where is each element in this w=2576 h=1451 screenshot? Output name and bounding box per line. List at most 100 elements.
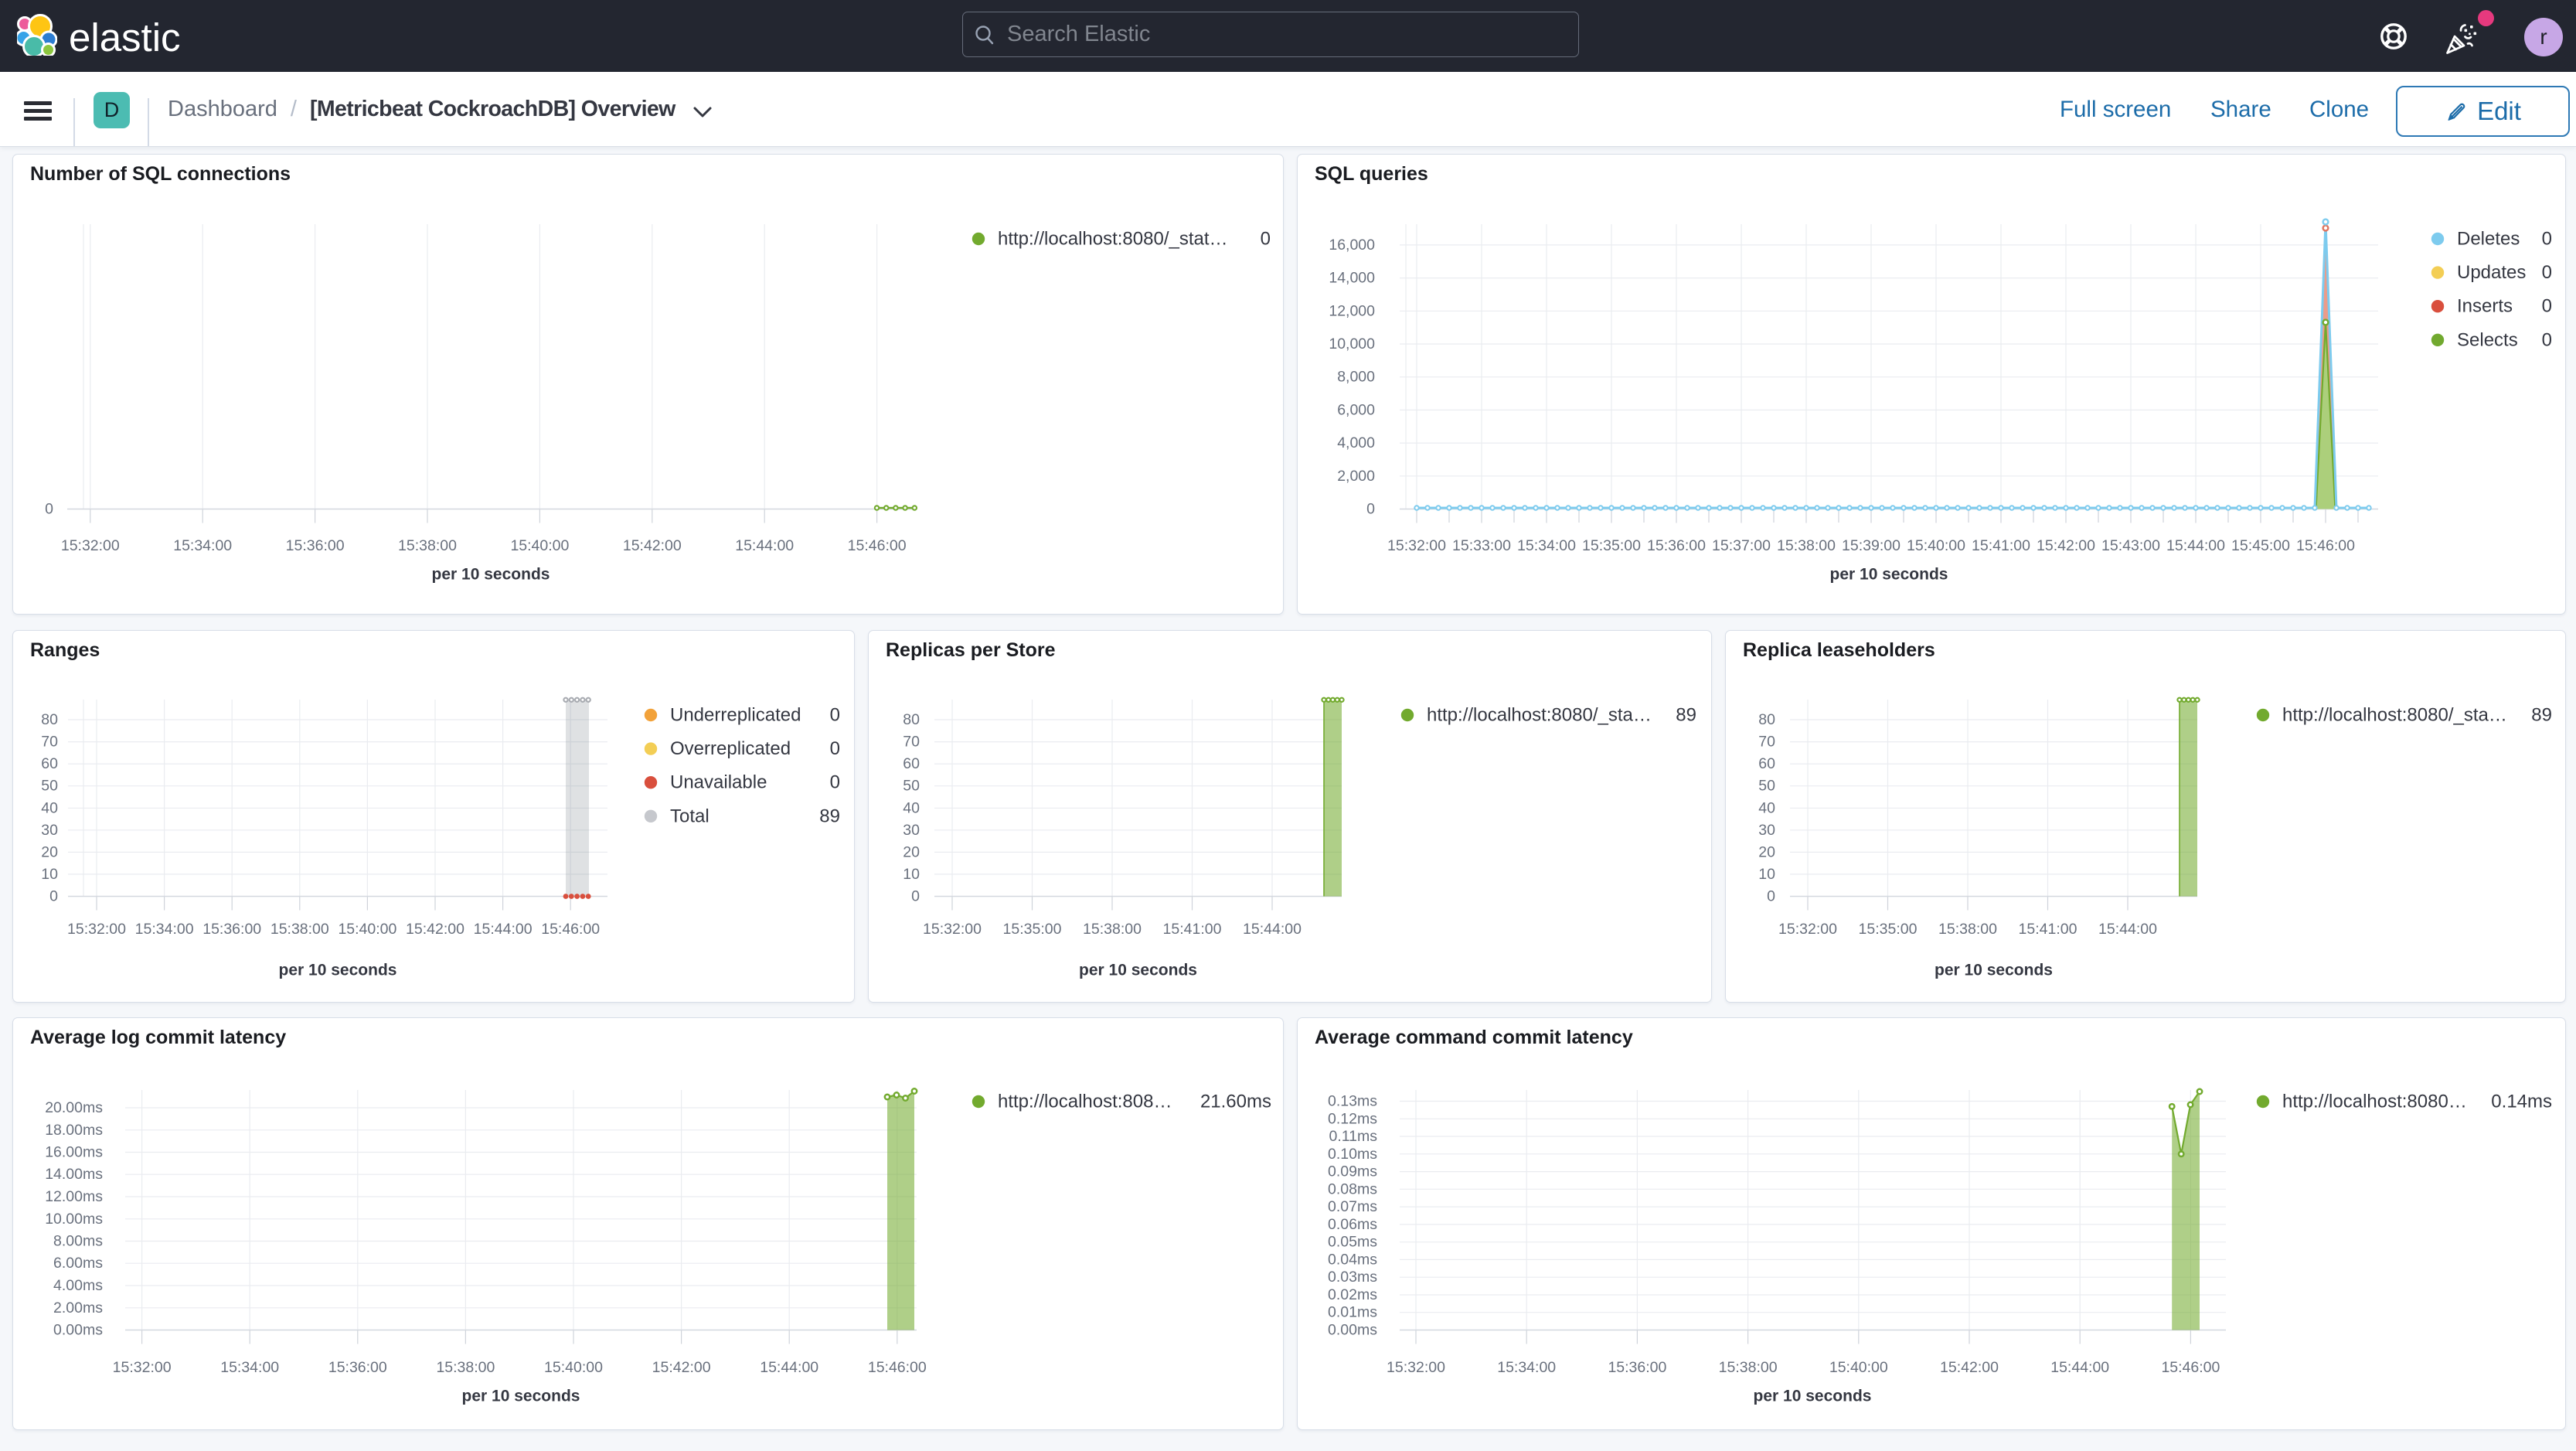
svg-text:4,000: 4,000: [1338, 435, 1376, 452]
svg-text:15:34:00: 15:34:00: [135, 921, 194, 938]
svg-text:0.07ms: 0.07ms: [1328, 1199, 1377, 1216]
svg-text:15:38:00: 15:38:00: [1777, 537, 1836, 554]
svg-text:89: 89: [2532, 705, 2553, 726]
svg-text:Ranges: Ranges: [30, 639, 100, 661]
svg-text:Inserts: Inserts: [2457, 296, 2513, 317]
svg-text:15:46:00: 15:46:00: [868, 1359, 927, 1376]
svg-text:30: 30: [42, 822, 59, 839]
svg-text:21.60ms: 21.60ms: [1200, 1092, 1271, 1112]
svg-text:20.00ms: 20.00ms: [46, 1099, 104, 1116]
svg-text:http://localhost:808…: http://localhost:808…: [998, 1092, 1172, 1112]
svg-text:15:42:00: 15:42:00: [652, 1359, 711, 1376]
svg-text:80: 80: [1759, 711, 1776, 728]
svg-text:0.00ms: 0.00ms: [1328, 1322, 1377, 1339]
svg-text:60: 60: [42, 756, 59, 773]
svg-text:Replica leaseholders: Replica leaseholders: [1743, 639, 1935, 661]
svg-text:15:36:00: 15:36:00: [1608, 1359, 1667, 1376]
svg-text:6,000: 6,000: [1338, 402, 1376, 419]
svg-text:0: 0: [50, 888, 59, 905]
svg-text:0.04ms: 0.04ms: [1328, 1252, 1377, 1269]
svg-text:70: 70: [903, 734, 920, 751]
svg-text:per 10 seconds: per 10 seconds: [462, 1388, 580, 1405]
svg-text:40: 40: [903, 800, 920, 817]
svg-text:0.09ms: 0.09ms: [1328, 1163, 1377, 1180]
svg-text:20: 20: [903, 844, 920, 861]
svg-text:15:42:00: 15:42:00: [623, 537, 682, 554]
svg-text:http://localhost:8080…: http://localhost:8080…: [2282, 1092, 2467, 1112]
svg-text:30: 30: [903, 822, 920, 839]
svg-text:0: 0: [2542, 330, 2552, 351]
svg-text:15:32:00: 15:32:00: [1778, 921, 1837, 938]
svg-text:0: 0: [1261, 229, 1271, 250]
svg-text:14.00ms: 14.00ms: [46, 1167, 104, 1184]
svg-text:15:36:00: 15:36:00: [286, 537, 345, 554]
svg-text:10.00ms: 10.00ms: [46, 1211, 104, 1228]
svg-text:15:44:00: 15:44:00: [2166, 537, 2225, 554]
svg-text:80: 80: [903, 711, 920, 728]
svg-text:50: 50: [42, 778, 59, 795]
svg-text:40: 40: [42, 800, 59, 817]
svg-text:89: 89: [820, 806, 841, 827]
svg-text:Selects: Selects: [2457, 330, 2518, 351]
svg-text:15:38:00: 15:38:00: [1083, 921, 1142, 938]
svg-text:per 10 seconds: per 10 seconds: [1754, 1388, 1872, 1405]
svg-text:15:32:00: 15:32:00: [61, 537, 120, 554]
svg-text:Overreplicated: Overreplicated: [670, 739, 791, 760]
svg-text:20: 20: [42, 844, 59, 861]
svg-text:89: 89: [1676, 705, 1697, 726]
svg-text:8.00ms: 8.00ms: [53, 1233, 103, 1250]
svg-text:0: 0: [2542, 263, 2552, 284]
svg-text:14,000: 14,000: [1329, 270, 1376, 287]
svg-text:15:46:00: 15:46:00: [542, 921, 601, 938]
svg-text:15:36:00: 15:36:00: [1647, 537, 1706, 554]
svg-text:15:32:00: 15:32:00: [1387, 1359, 1445, 1376]
svg-text:15:38:00: 15:38:00: [1938, 921, 1997, 938]
svg-text:15:34:00: 15:34:00: [1498, 1359, 1557, 1376]
svg-text:15:36:00: 15:36:00: [328, 1359, 387, 1376]
svg-text:15:32:00: 15:32:00: [67, 921, 126, 938]
svg-text:15:46:00: 15:46:00: [848, 537, 907, 554]
svg-text:50: 50: [903, 778, 920, 795]
svg-text:0: 0: [830, 739, 840, 760]
svg-text:15:40:00: 15:40:00: [1907, 537, 1965, 554]
svg-text:0: 0: [830, 705, 840, 726]
svg-text:0: 0: [2542, 229, 2552, 250]
svg-text:15:44:00: 15:44:00: [736, 537, 795, 554]
svg-text:15:41:00: 15:41:00: [1972, 537, 2030, 554]
svg-text:20: 20: [1759, 844, 1776, 861]
svg-text:80: 80: [42, 711, 59, 728]
svg-text:0: 0: [1367, 501, 1376, 518]
svg-text:40: 40: [1759, 800, 1776, 817]
svg-text:15:40:00: 15:40:00: [339, 921, 397, 938]
svg-text:15:44:00: 15:44:00: [2051, 1359, 2110, 1376]
svg-text:Underreplicated: Underreplicated: [670, 705, 801, 726]
svg-text:Average log commit latency: Average log commit latency: [30, 1027, 286, 1048]
svg-text:0.12ms: 0.12ms: [1328, 1111, 1377, 1128]
svg-text:0.13ms: 0.13ms: [1328, 1093, 1377, 1110]
svg-text:0.05ms: 0.05ms: [1328, 1234, 1377, 1251]
svg-text:15:43:00: 15:43:00: [2101, 537, 2160, 554]
svg-text:0.01ms: 0.01ms: [1328, 1304, 1377, 1321]
svg-text:15:46:00: 15:46:00: [2162, 1359, 2220, 1376]
svg-text:70: 70: [42, 734, 59, 751]
svg-text:10,000: 10,000: [1329, 336, 1376, 353]
svg-text:15:32:00: 15:32:00: [113, 1359, 172, 1376]
svg-text:0.02ms: 0.02ms: [1328, 1286, 1377, 1303]
svg-text:0: 0: [2542, 296, 2552, 317]
svg-text:Number of SQL connections: Number of SQL connections: [30, 163, 291, 185]
svg-text:15:44:00: 15:44:00: [761, 1359, 819, 1376]
svg-text:0: 0: [1768, 888, 1776, 905]
svg-text:0.08ms: 0.08ms: [1328, 1181, 1377, 1198]
svg-text:15:42:00: 15:42:00: [406, 921, 464, 938]
svg-text:60: 60: [903, 756, 920, 773]
svg-text:15:44:00: 15:44:00: [2098, 921, 2157, 938]
svg-text:12.00ms: 12.00ms: [46, 1188, 104, 1205]
svg-text:Unavailable: Unavailable: [670, 772, 767, 793]
svg-text:15:38:00: 15:38:00: [271, 921, 329, 938]
svg-text:8,000: 8,000: [1338, 369, 1376, 386]
svg-text:2,000: 2,000: [1338, 468, 1376, 485]
svg-text:0.03ms: 0.03ms: [1328, 1269, 1377, 1286]
svg-text:18.00ms: 18.00ms: [46, 1122, 104, 1139]
svg-text:0.00ms: 0.00ms: [53, 1322, 103, 1339]
svg-text:10: 10: [1759, 866, 1776, 883]
